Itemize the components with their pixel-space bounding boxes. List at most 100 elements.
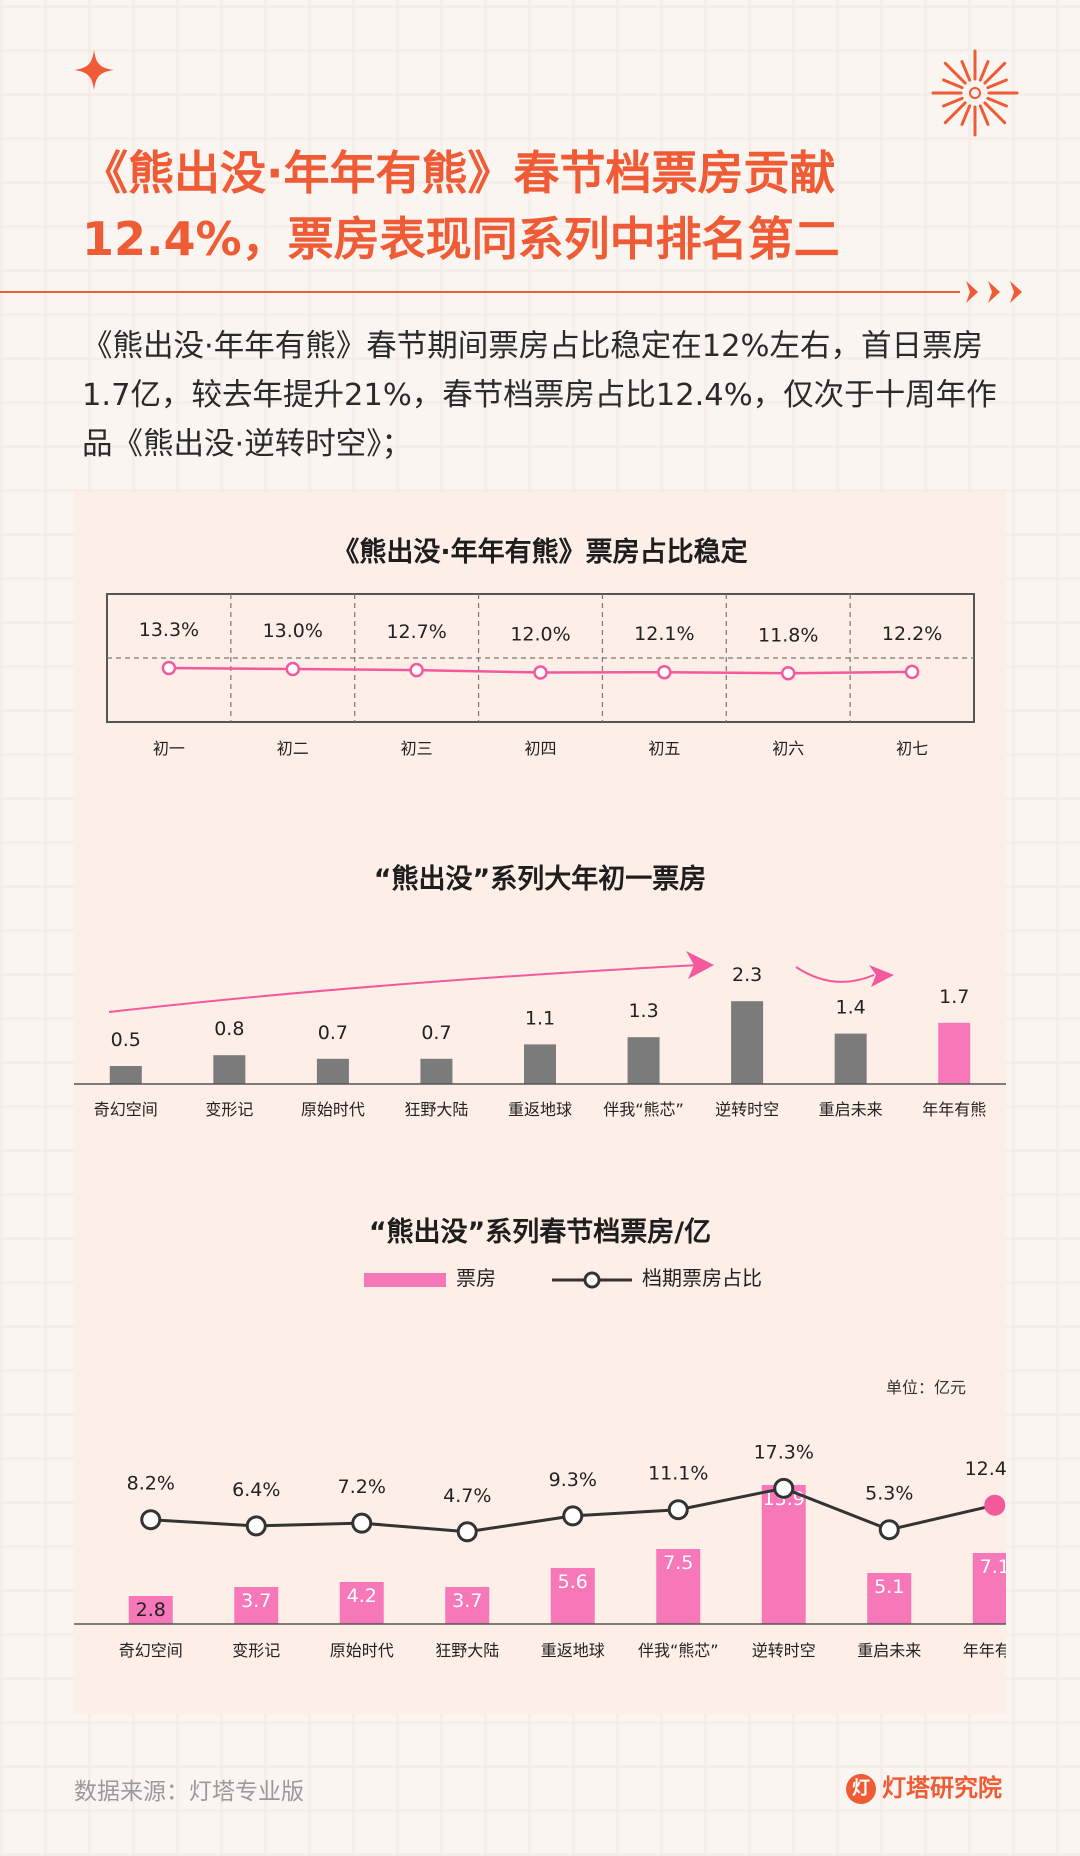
chart3-bar-label: 5.6 <box>558 1571 588 1593</box>
chart3-bar <box>761 1485 806 1624</box>
chart2-data-label: 1.3 <box>628 1000 658 1022</box>
chart1-tick-label: 初七 <box>896 739 928 758</box>
chart1-data-label: 12.7% <box>386 621 446 643</box>
chart2-tick-label: 狂野大陆 <box>404 1100 468 1119</box>
legend-bar-swatch <box>364 1272 446 1287</box>
chart2-bar <box>834 1033 867 1084</box>
chart1-tick-label: 初六 <box>772 739 804 758</box>
bar-chart-day1: 0.5 奇幻空间 0.8 变形记 0.7 原始时代 0.7 狂野大陆 1.1 重返地球 1.3 伴我“… <box>74 951 1006 1119</box>
chart3-bar-label: 7.5 <box>663 1552 693 1574</box>
chart3-share-label: 7.2% <box>338 1476 386 1498</box>
title-line-2: 12.4%，票房表现同系列中排名第二 <box>82 212 840 266</box>
chart3-tick-label: 变形记 <box>232 1641 280 1660</box>
legend-line: 档期票房占比 <box>550 1262 762 1291</box>
firework-ray <box>978 104 990 126</box>
legend-line-label: 档期票房占比 <box>642 1266 762 1290</box>
trend-arrow2-line <box>795 966 875 983</box>
firework-ray <box>983 61 1007 85</box>
chart3-point <box>878 1519 900 1541</box>
chart2-data-label: 0.8 <box>214 1018 244 1040</box>
chart3-point <box>456 1521 478 1543</box>
firework-center <box>969 87 981 99</box>
firework-ray <box>942 78 964 90</box>
chart2-title: “熊出没”系列大年初一票房 <box>373 864 707 895</box>
chart3-share-label: 4.7% <box>443 1485 491 1507</box>
legend-bar: 票房 <box>364 1262 496 1291</box>
chart3-tick-label: 重返地球 <box>541 1641 605 1660</box>
chart3-bar <box>550 1568 595 1624</box>
chart3-tick-label: 伴我“熊芯” <box>638 1641 719 1660</box>
firework-ray <box>983 101 1007 125</box>
chart2-data-label: 2.3 <box>732 964 762 986</box>
chart1-data-label: 12.0% <box>510 624 570 646</box>
chart2-tick-label: 伴我“熊芯” <box>603 1100 684 1119</box>
chart2-data-label: 1.1 <box>525 1007 555 1029</box>
chart3-title: “熊出没”系列春节档票房/亿 <box>368 1217 712 1248</box>
chart2-data-label: 0.7 <box>318 1022 348 1044</box>
chart3-tick-label: 狂野大陆 <box>435 1641 499 1660</box>
chart1-title: 《熊出没·年年有熊》票房占比稳定 <box>332 537 748 568</box>
legend-bar-label: 票房 <box>456 1266 496 1290</box>
chart3-bar-label: 4.2 <box>347 1585 377 1607</box>
chart3-tick-label: 逆转时空 <box>752 1641 816 1660</box>
chart2-tick-label: 奇幻空间 <box>94 1100 158 1119</box>
chart1-point <box>780 666 796 681</box>
intro-paragraph: 《熊出没·年年有熊》春节期间票房占比稳定在12%左右，首日票房1.7亿，较去年提… <box>82 329 997 462</box>
chart3-point <box>667 1499 689 1521</box>
chart1-tick-label: 初二 <box>277 739 309 758</box>
chart1-point <box>409 662 424 678</box>
chart1-data-label: 11.8% <box>758 624 818 646</box>
combo-chart-festival: 2.8 奇幻空间 3.7 变形记 4.2 原始时代 3.7 狂野大陆 5.6 重返地球 7.5 伴我“… <box>74 1441 1006 1660</box>
chart3-bar-label: 5.1 <box>874 1576 904 1598</box>
chart3-tick-label: 原始时代 <box>330 1641 394 1660</box>
chart3-point <box>773 1477 795 1499</box>
chart1-data-label: 13.3% <box>139 619 199 641</box>
chart1-tick-label: 初三 <box>401 739 433 758</box>
firework-ray <box>960 104 972 126</box>
chart3-bar-label: 7.1 <box>980 1556 1006 1578</box>
firework-ray <box>978 60 990 82</box>
chart1-tick-label: 初四 <box>524 739 556 758</box>
chart2-tick-label: 年年有熊 <box>922 1100 986 1119</box>
title-divider <box>0 291 960 293</box>
chart3-share-label: 5.3% <box>865 1483 913 1505</box>
chart3-point <box>984 1494 1006 1516</box>
chart3-share-label: 17.3% <box>754 1441 814 1463</box>
chart1-data-label: 12.1% <box>634 623 694 645</box>
chart3-tick-label: 年年有熊 <box>963 1641 1006 1660</box>
chart2-tick-label: 变形记 <box>205 1100 253 1119</box>
sparkle-icon <box>74 50 114 90</box>
trend-arrow2-head <box>869 965 894 987</box>
line-chart-share: 13.3% 初一 13.0% 初二 12.7% 初三 12.0% 初四 12.1% 初五 11.8%… <box>106 593 975 758</box>
chart2-bar <box>109 1066 142 1084</box>
chart3-bar <box>656 1549 701 1624</box>
chart3-tick-label: 重启未来 <box>857 1641 921 1660</box>
chart2-data-label: 0.7 <box>421 1022 451 1044</box>
chart3-point <box>245 1515 267 1537</box>
chart3-share-label: 6.4% <box>232 1479 280 1501</box>
chart1-data-label: 12.2% <box>882 623 942 645</box>
chart3-bar <box>972 1553 1006 1624</box>
chart2-data-label: 1.4 <box>836 997 866 1019</box>
chart1-tick-label: 初五 <box>648 739 680 758</box>
chart3-share-label: 11.1% <box>648 1463 708 1485</box>
chart3-tick-label: 奇幻空间 <box>119 1641 183 1660</box>
chart3-bar <box>234 1587 279 1624</box>
chart3-share-label: 12.4% <box>965 1458 1006 1480</box>
brand-logo: 灯灯塔研究院 <box>846 1768 1002 1804</box>
lighthouse-icon: 灯 <box>846 1774 876 1804</box>
firework-ray <box>986 78 1008 90</box>
chart3-share-label: 8.2% <box>127 1473 175 1495</box>
chart2-data-label: 1.7 <box>939 986 969 1008</box>
page-title: 《熊出没·年年有熊》春节档票房贡献 12.4%，票房表现同系列中排名第二 <box>82 140 982 272</box>
triple-arrow-icon <box>966 281 1022 303</box>
legend-line-swatch <box>552 1271 632 1288</box>
chart3-point <box>562 1505 584 1527</box>
chart1-point <box>161 660 177 676</box>
chart2-tick-label: 重返地球 <box>508 1100 572 1119</box>
chart2-bar <box>420 1058 453 1084</box>
chart2-data-label: 0.5 <box>111 1029 141 1051</box>
chart3-bar <box>867 1573 912 1624</box>
chart2-bar <box>213 1055 246 1084</box>
chart2-bar <box>524 1044 556 1084</box>
